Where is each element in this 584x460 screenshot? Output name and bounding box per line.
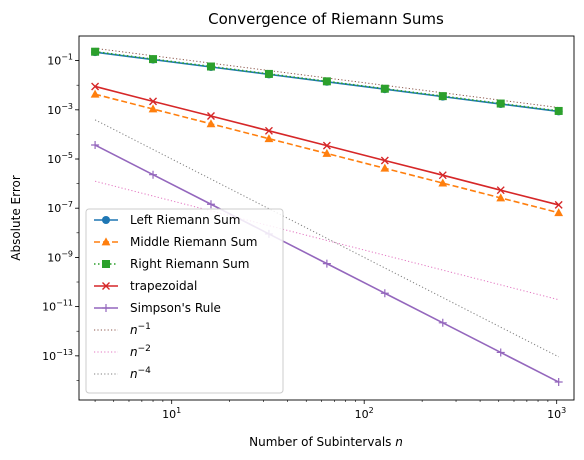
data-point <box>554 200 563 209</box>
data-point <box>264 69 273 78</box>
data-point <box>206 62 215 71</box>
data-point <box>496 99 505 108</box>
legend-marker <box>102 260 110 268</box>
data-point <box>496 193 506 202</box>
y-tick-label: 10−9 <box>47 249 73 264</box>
series <box>90 89 564 217</box>
data-point <box>322 148 332 157</box>
y-tick-label: 10−13 <box>42 348 73 363</box>
legend-frame <box>85 208 284 394</box>
series <box>91 47 563 115</box>
reference-lines <box>94 47 559 358</box>
data-point <box>496 348 505 357</box>
data-point <box>149 170 158 179</box>
legend: Left Riemann Sum Middle Riemann Sum Right … <box>85 208 284 394</box>
data-point <box>380 84 389 93</box>
data-point <box>554 378 563 387</box>
data-point <box>554 106 563 115</box>
data-point <box>438 178 448 187</box>
y-axis-label: Absolute Error <box>9 175 23 261</box>
data-point <box>91 47 100 56</box>
data-point <box>206 200 215 209</box>
data-point <box>380 289 389 298</box>
y-tick-label: 10−5 <box>47 151 73 166</box>
y-axis-ticks: 10−1 10−3 10−5 10−7 10−9 10−11 10−13 <box>42 53 79 381</box>
legend-label: n−2 <box>130 344 151 359</box>
data-point <box>438 92 447 101</box>
legend-label: trapezoidal <box>130 279 197 293</box>
data-point <box>264 126 273 135</box>
y-tick-label: 10−7 <box>47 200 73 215</box>
x-tick-label: 103 <box>547 406 566 421</box>
legend-label: Left Riemann Sum <box>130 213 240 227</box>
legend-label: Simpson's Rule <box>130 301 221 315</box>
y-tick-label: 10−1 <box>47 53 73 68</box>
y-tick-label: 10−3 <box>47 102 73 117</box>
plot-area <box>78 35 575 401</box>
data-point <box>380 156 389 165</box>
chart-title: Convergence of Riemann Sums <box>208 10 444 28</box>
legend-marker <box>102 282 110 290</box>
legend-label: n−1 <box>130 322 151 337</box>
data-point <box>438 171 447 180</box>
data-point <box>149 55 158 64</box>
y-tick-label: 10−11 <box>42 299 73 314</box>
data-point <box>496 186 505 195</box>
data-point <box>322 77 331 86</box>
data-point <box>438 318 447 327</box>
data-point <box>264 134 274 143</box>
data-point <box>322 259 331 268</box>
data-point <box>554 208 564 217</box>
plot-frame <box>78 35 575 401</box>
legend-label: n−4 <box>130 366 151 381</box>
reference-line <box>94 180 559 301</box>
x-axis-label: Number of Subintervals n <box>249 435 403 449</box>
x-axis-ticks: 101 102 103 <box>94 400 566 421</box>
data-point <box>149 97 158 106</box>
data-point <box>148 104 158 113</box>
data-point <box>90 89 100 98</box>
legend-label: Right Riemann Sum <box>130 257 249 271</box>
series-line <box>94 50 559 112</box>
legend-marker <box>102 216 110 224</box>
legend-label: Middle Riemann Sum <box>130 235 258 249</box>
data-point <box>91 141 100 150</box>
series-layer <box>90 47 564 387</box>
data-point <box>380 163 390 172</box>
data-point <box>206 119 216 128</box>
x-tick-label: 101 <box>162 406 181 421</box>
x-tick-label: 102 <box>355 406 374 421</box>
series <box>91 141 563 387</box>
data-point <box>91 82 100 91</box>
legend-marker <box>102 304 110 312</box>
data-point <box>206 112 215 120</box>
legend-marker <box>101 237 111 246</box>
data-point <box>322 141 331 150</box>
series <box>91 82 563 209</box>
